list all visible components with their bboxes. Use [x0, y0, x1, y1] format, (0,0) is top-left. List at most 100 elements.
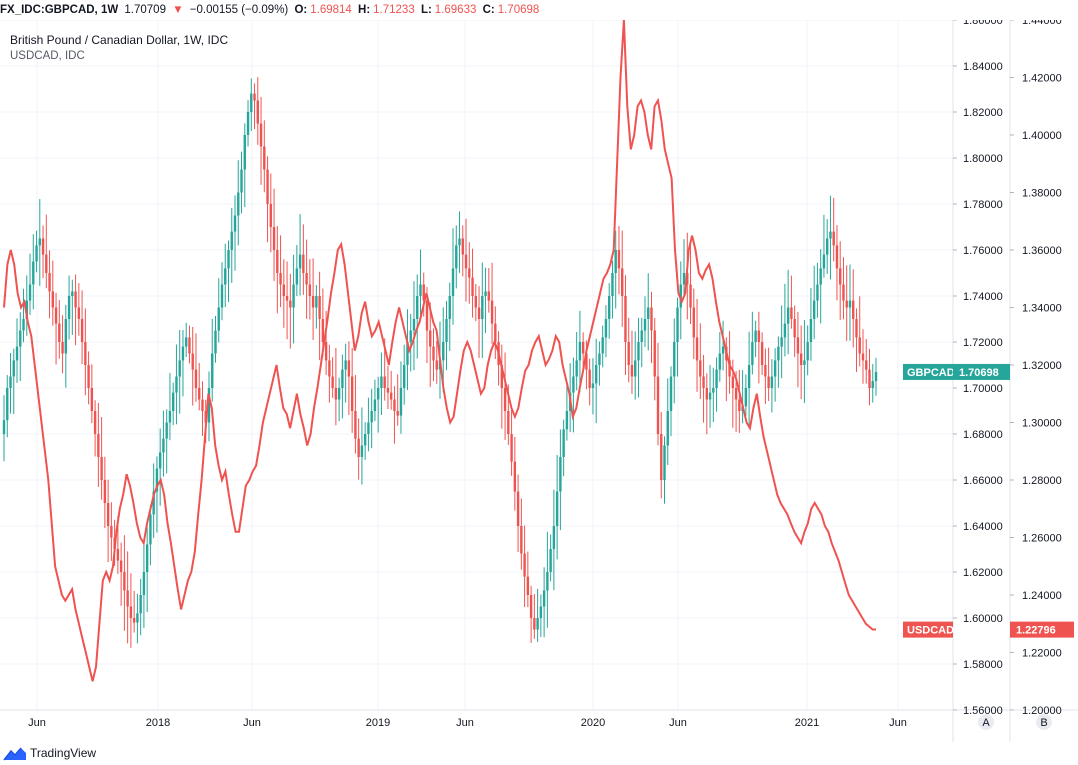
- candle-body: [207, 388, 211, 423]
- candle-body: [67, 296, 71, 319]
- candle-body: [393, 399, 396, 411]
- main-series-legend[interactable]: British Pound / Canadian Dollar, 1W, IDC: [10, 33, 229, 47]
- candle: [754, 320, 757, 358]
- candle: [777, 336, 780, 388]
- candle: [373, 379, 377, 422]
- candle: [152, 463, 155, 538]
- price-chart[interactable]: 1.86000 1.84000 1.82000 1.80000 1.78000 1.760…: [0, 20, 1078, 742]
- candle-body: [451, 268, 455, 296]
- candle-body: [269, 204, 273, 227]
- candle-body: [679, 284, 682, 308]
- scale-button-a[interactable]: A: [978, 714, 994, 730]
- candle: [555, 454, 559, 560]
- candle-body: [809, 319, 813, 342]
- candle-body: [168, 411, 172, 423]
- scale-button-label: B: [1040, 717, 1047, 729]
- candle-body: [637, 342, 640, 361]
- candle: [607, 283, 611, 339]
- candle-body: [812, 300, 816, 319]
- time-axis-label: Jun: [456, 717, 474, 729]
- usdcad-tag: USDCAD 1.22796: [903, 621, 1074, 638]
- high-value: 1.71233: [373, 4, 415, 16]
- candle: [100, 417, 103, 500]
- candle-body: [71, 291, 74, 296]
- axis-a-label: 1.74000: [963, 291, 1003, 303]
- low-label: L:: [420, 4, 432, 16]
- candle: [614, 230, 617, 309]
- candle-body: [822, 254, 826, 269]
- axis-a-label: 1.70000: [963, 383, 1003, 395]
- candle-body: [227, 250, 230, 269]
- candle-body: [354, 411, 357, 439]
- candle: [832, 197, 835, 262]
- candle: [77, 283, 81, 336]
- candle-body: [321, 319, 325, 342]
- scale-button-bg: [978, 714, 994, 730]
- time-axis-label: 2021: [795, 717, 819, 729]
- axis-a-label: 1.82000: [963, 107, 1003, 119]
- candle-body: [471, 277, 474, 296]
- candle: [126, 551, 129, 644]
- candle-body: [751, 342, 754, 365]
- candle-body: [266, 169, 269, 204]
- candle: [246, 100, 250, 147]
- tradingview-logo-icon[interactable]: [2, 745, 28, 763]
- candle: [233, 195, 237, 271]
- candle-body: [464, 254, 468, 269]
- candle-body: [80, 319, 84, 342]
- candle-body: [689, 284, 692, 308]
- candle: [435, 340, 438, 384]
- candle: [84, 308, 87, 396]
- candle-body: [347, 360, 351, 377]
- gbpcad-tag: GBPCAD 1.70698: [903, 363, 1010, 380]
- candle: [422, 272, 425, 317]
- candle-body: [416, 296, 419, 319]
- candle-body: [614, 250, 617, 273]
- candle-body: [363, 434, 367, 446]
- candle-body: [220, 284, 224, 308]
- candle-body: [240, 169, 243, 193]
- scale-button-b[interactable]: B: [1036, 714, 1052, 730]
- candle-body: [285, 296, 289, 301]
- candle: [298, 214, 302, 296]
- candle: [243, 123, 246, 208]
- candle-body: [350, 376, 354, 411]
- candle-body: [777, 346, 780, 361]
- candle-body: [315, 296, 318, 308]
- candle: [516, 474, 520, 553]
- time-axis-label: 2020: [581, 717, 605, 729]
- candle: [630, 330, 634, 394]
- candle: [396, 374, 399, 426]
- candle-body: [64, 319, 68, 354]
- candle-body: [19, 330, 22, 347]
- candle: [699, 323, 702, 400]
- candle: [647, 273, 650, 351]
- candle: [188, 325, 191, 364]
- tradingview-brand[interactable]: TradingView: [30, 746, 97, 760]
- overlay-series-legend[interactable]: USDCAD, IDC: [10, 50, 85, 62]
- candle-body: [793, 319, 796, 338]
- candle: [282, 259, 286, 328]
- candle: [640, 317, 643, 368]
- change-down-icon: ▼: [172, 4, 184, 16]
- candle: [22, 288, 25, 343]
- candle-body: [728, 360, 731, 377]
- candle-body: [373, 399, 377, 411]
- candle-body: [559, 457, 562, 492]
- candle-body: [445, 319, 448, 342]
- symbol-title[interactable]: FX_IDC:GBPCAD, 1W: [0, 4, 119, 16]
- candle-body: [666, 411, 669, 446]
- candle-body: [513, 461, 517, 492]
- candle-body: [282, 284, 286, 296]
- candle-body: [100, 457, 103, 480]
- candle: [634, 331, 637, 400]
- candle: [357, 418, 360, 480]
- footer: TradingView: [0, 742, 300, 765]
- candle-body: [279, 273, 282, 285]
- candle-body: [767, 376, 770, 388]
- candle-body: [331, 376, 334, 388]
- candle: [442, 307, 445, 393]
- candle: [106, 479, 110, 563]
- candle: [842, 257, 845, 320]
- axis-b-label: 1.30000: [1022, 418, 1062, 430]
